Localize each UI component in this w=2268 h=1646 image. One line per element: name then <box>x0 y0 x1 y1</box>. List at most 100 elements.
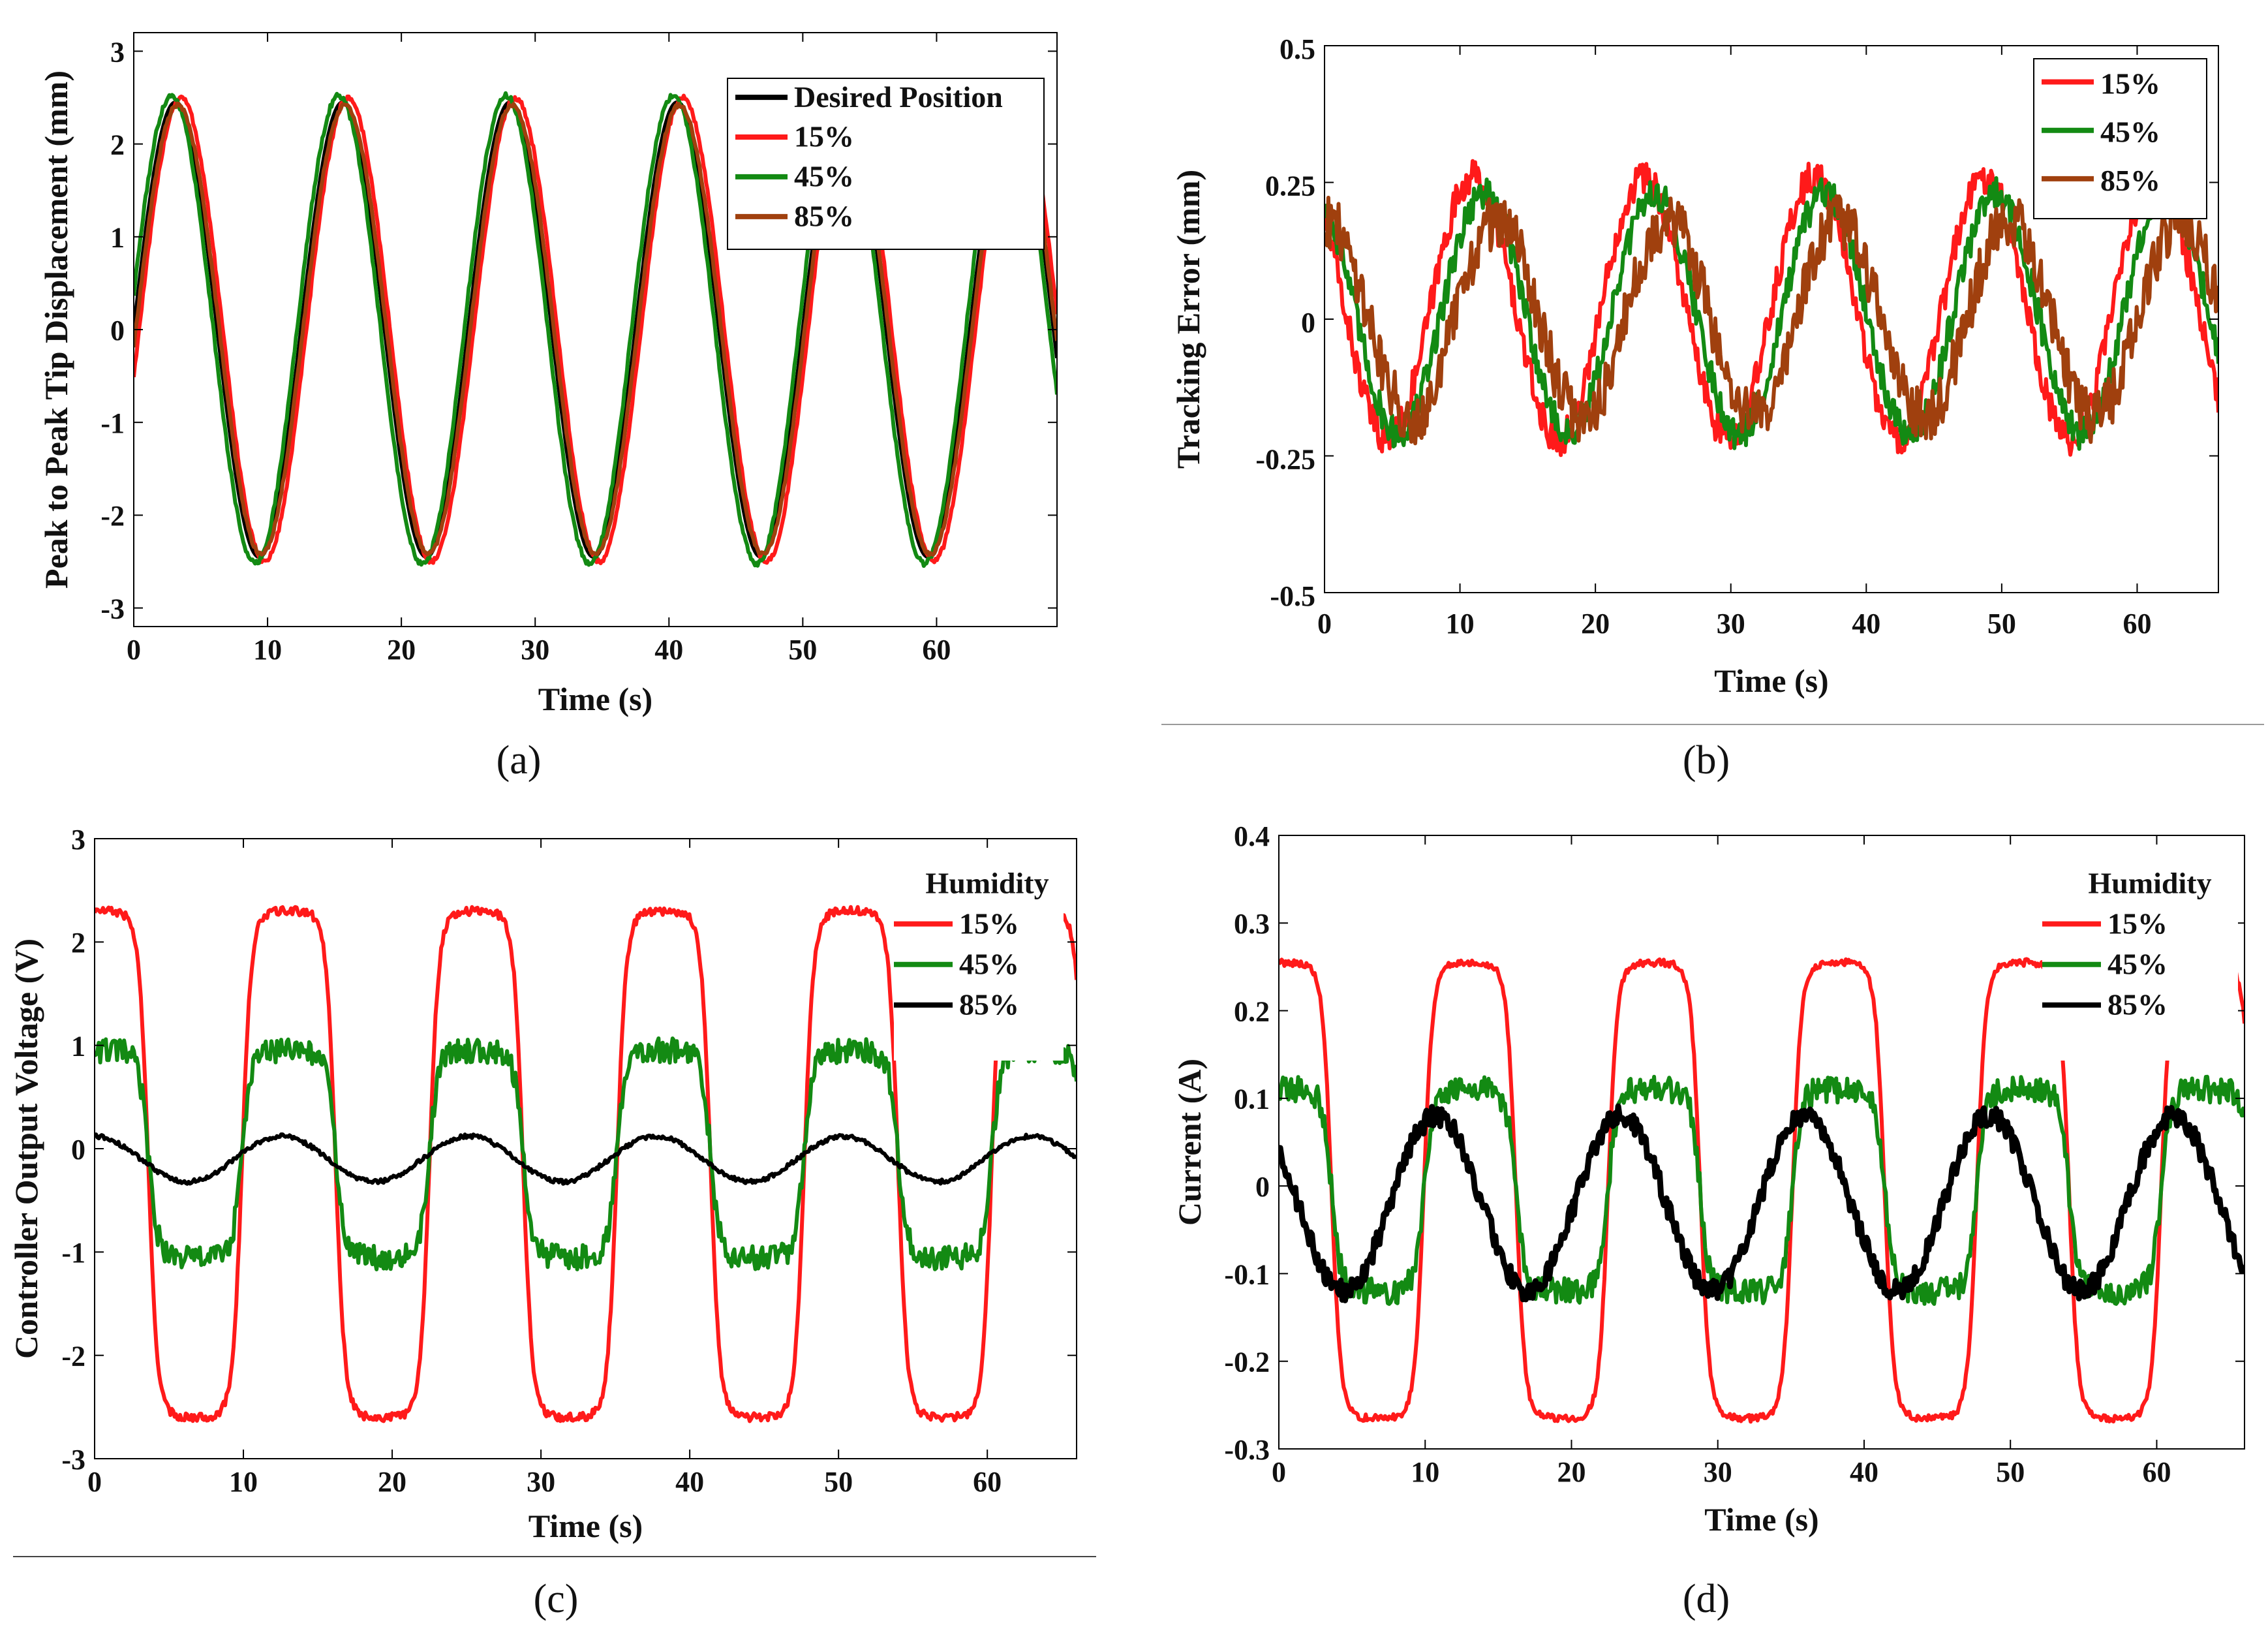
y-tick-label: -1 <box>61 1237 85 1269</box>
panel-caption: (d) <box>1683 1577 1730 1621</box>
series-group <box>134 91 1057 568</box>
y-tick-label: 0.25 <box>1265 170 1315 202</box>
series-line-15- <box>95 905 1077 1423</box>
series-line-45- <box>1279 1074 2245 1306</box>
x-tick-label: 20 <box>387 634 416 666</box>
y-tick-label: 2 <box>71 927 85 959</box>
panel-caption: (a) <box>497 738 542 783</box>
y-tick-label: 1 <box>71 1031 85 1063</box>
x-tick-label: 0 <box>87 1466 102 1498</box>
y-tick-label: -2 <box>61 1341 85 1373</box>
panel-caption: (c) <box>534 1577 579 1621</box>
y-tick-label: -0.1 <box>1224 1258 1270 1290</box>
series-group <box>1279 957 2245 1424</box>
panel-d: 0 10 20 30 40 50 60 -0.3 -0.2 -0.1 0 0.1 0.2 0.3 0.4 Ti… <box>1171 820 2245 1621</box>
y-tick-label: 0.3 <box>1234 908 1270 940</box>
series-line-85- <box>1279 1103 2245 1303</box>
y-tick-label: 0 <box>110 315 125 347</box>
legend-entry-label: 85% <box>959 988 1019 1021</box>
y-tick-label: -0.2 <box>1224 1346 1270 1378</box>
x-tick-label: 40 <box>654 634 683 666</box>
x-tick-label: 40 <box>1850 1456 1878 1488</box>
y-tick-label: 0.1 <box>1234 1083 1270 1115</box>
legend-entry-label: 15% <box>2107 907 2168 940</box>
legend-box <box>2042 862 2238 1061</box>
legend-entry-label: Desired Position <box>794 80 1003 114</box>
x-tick-label: 0 <box>1272 1456 1286 1488</box>
x-tick-label: 50 <box>824 1466 853 1498</box>
x-tick-label: 0 <box>1317 608 1332 640</box>
series-group <box>95 905 1077 1423</box>
legend-box <box>2033 58 2207 219</box>
legend-entry-label: 45% <box>959 948 1019 981</box>
y-tick-label: 0.2 <box>1234 995 1270 1027</box>
x-tick-label: 50 <box>1987 608 2016 640</box>
y-tick-label: -0.5 <box>1270 580 1315 612</box>
x-tick-label: 20 <box>1557 1456 1586 1488</box>
legend-entry-label: 45% <box>2100 116 2160 149</box>
x-tick-label: 10 <box>1411 1456 1439 1488</box>
legend-box <box>894 862 1064 1061</box>
series-line-85- <box>95 1132 1077 1186</box>
legend-title: Humidity <box>925 866 1049 899</box>
x-tick-label: 20 <box>1581 608 1610 640</box>
series-line-45- <box>95 1036 1077 1271</box>
legend-entry-label: 45% <box>794 160 854 193</box>
y-tick-label: -1 <box>100 407 125 439</box>
x-tick-label: 40 <box>1852 608 1880 640</box>
y-tick-label: 0 <box>1301 307 1315 339</box>
panel-c: 0 10 20 30 40 50 60 -3 -2 -1 0 1 2 3 Time (s) Controlle… <box>8 824 1096 1621</box>
legend-entry-label: 85% <box>2107 988 2168 1021</box>
series-line-85- <box>1325 194 2218 446</box>
legend-entry-label: 85% <box>2100 164 2160 197</box>
series-line-15- <box>1325 159 2218 458</box>
y-tick-label: 0.4 <box>1234 820 1270 852</box>
x-tick-label: 10 <box>1446 608 1475 640</box>
x-tick-label: 50 <box>788 634 817 666</box>
x-tick-label: 10 <box>253 634 282 666</box>
legend-entry-label: 15% <box>2100 67 2160 100</box>
y-axis-label: Current (A) <box>1171 1059 1208 1226</box>
legend-entry-label: 15% <box>959 907 1019 940</box>
y-tick-label: 0 <box>71 1134 85 1166</box>
y-tick-label: -3 <box>61 1444 85 1476</box>
series-line-45- <box>1325 176 2218 451</box>
y-tick-label: -3 <box>100 593 125 625</box>
panel-b: 0 10 20 30 40 50 60 -0.5 -0.25 0 0.25 0.5 Time (s) Tr… <box>1161 33 2264 783</box>
legend-entry-label: 85% <box>794 200 854 233</box>
x-tick-label: 10 <box>229 1466 258 1498</box>
y-tick-label: 3 <box>71 824 85 856</box>
x-tick-label: 30 <box>1704 1456 1732 1488</box>
x-axis-label: Time (s) <box>1704 1501 1818 1538</box>
legend-entry-label: 15% <box>794 120 854 153</box>
y-tick-label: 2 <box>110 129 125 161</box>
y-axis-label: Peak to Peak Tip Displacement (mm) <box>38 70 74 589</box>
x-axis-label: Time (s) <box>529 1508 643 1544</box>
x-axis-label: Time (s) <box>1714 662 1828 699</box>
x-tick-label: 60 <box>922 634 951 666</box>
y-axis-label: Tracking Error (mm) <box>1170 170 1206 469</box>
y-tick-label: 1 <box>110 222 125 254</box>
x-tick-label: 40 <box>675 1466 704 1498</box>
series-group <box>1325 159 2218 458</box>
x-tick-label: 20 <box>378 1466 406 1498</box>
y-tick-label: -0.25 <box>1255 444 1315 476</box>
y-tick-label: 3 <box>110 36 125 68</box>
plot-frame <box>1278 835 2245 1450</box>
legend-title: Humidity <box>2088 866 2211 899</box>
x-axis-label: Time (s) <box>538 681 652 717</box>
y-tick-label: -2 <box>100 500 125 532</box>
x-tick-label: 30 <box>527 1466 555 1498</box>
y-tick-label: 0.5 <box>1280 33 1315 65</box>
legend-box <box>727 78 1045 250</box>
legend: Humidity 15% 45% 85% <box>2042 862 2238 1061</box>
panel-caption: (b) <box>1683 738 1730 783</box>
series-line-15- <box>1279 957 2245 1424</box>
x-tick-label: 60 <box>973 1466 1002 1498</box>
y-tick-label: 0 <box>1255 1171 1270 1203</box>
x-tick-label: 60 <box>2122 608 2151 640</box>
x-tick-label: 30 <box>1717 608 1745 640</box>
x-tick-label: 60 <box>2142 1456 2171 1488</box>
y-axis-label: Controller Output Voltage (V) <box>8 939 44 1359</box>
